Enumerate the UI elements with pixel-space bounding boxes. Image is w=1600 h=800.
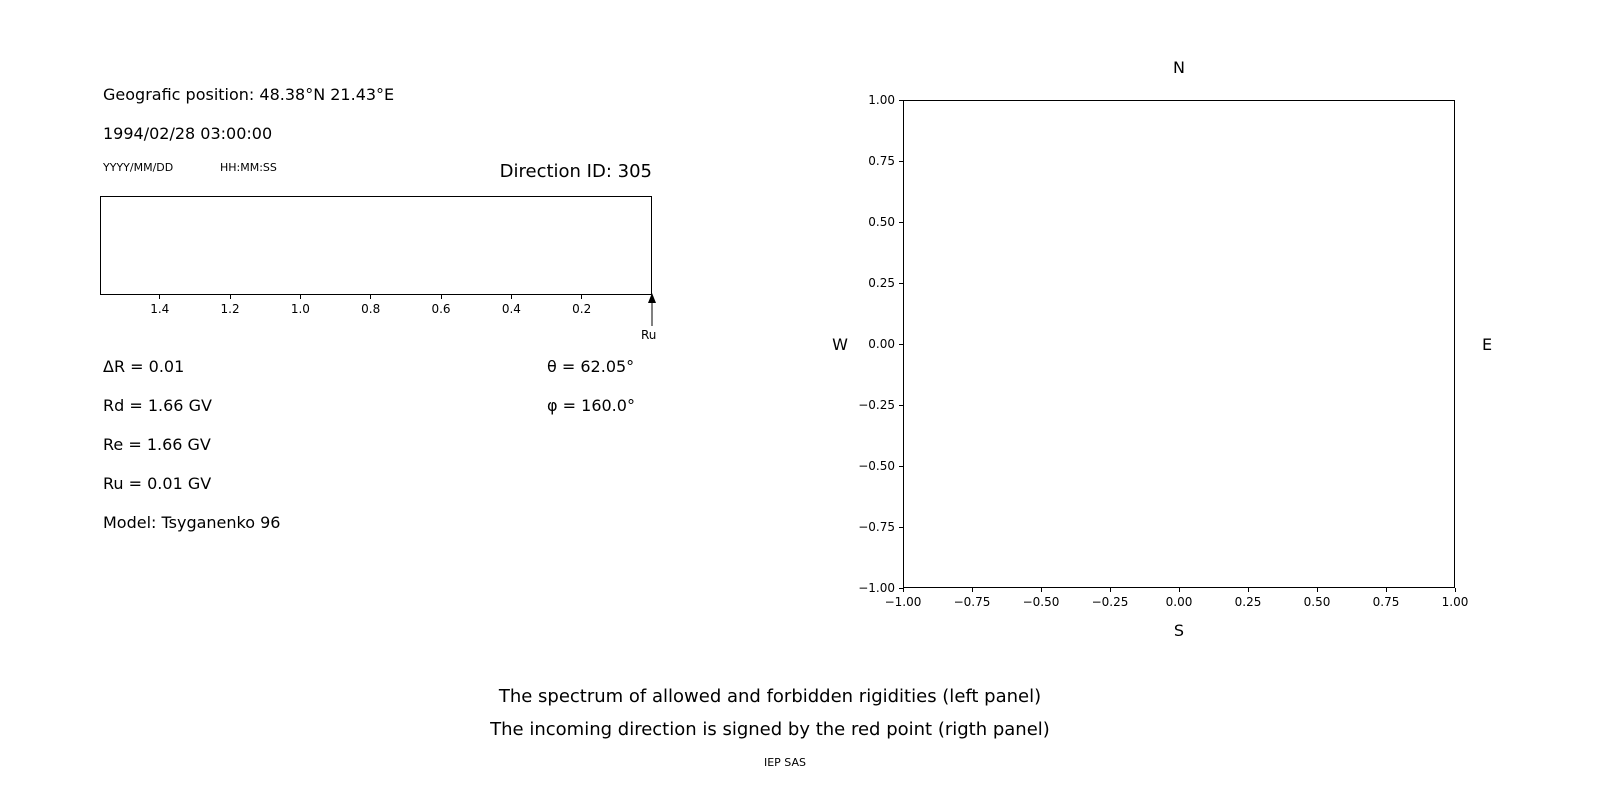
scatter-y-tick-label: −1.00 bbox=[858, 581, 895, 595]
compass-label-n: N bbox=[1173, 58, 1185, 77]
scatter-y-tick-label: −0.25 bbox=[858, 398, 895, 412]
scatter-y-tick bbox=[899, 404, 903, 406]
scatter-x-tick bbox=[902, 588, 904, 592]
scatter-x-tick-label: −0.50 bbox=[1022, 595, 1060, 609]
compass-label-s: S bbox=[1173, 621, 1185, 640]
spectrum-x-tick-label: 1.0 bbox=[290, 302, 310, 316]
scatter-y-tick bbox=[899, 221, 903, 223]
scatter-x-tick bbox=[1454, 588, 1456, 592]
scatter-y-tick bbox=[899, 526, 903, 528]
param-rd: Rd = 1.66 GV bbox=[103, 396, 212, 415]
spectrum-x-tick bbox=[370, 295, 372, 299]
spectrum-x-tick-label: 1.4 bbox=[150, 302, 170, 316]
param-model: Model: Tsyganenko 96 bbox=[103, 513, 281, 532]
spectrum-x-tick-label: 0.2 bbox=[572, 302, 592, 316]
spectrum-x-tick bbox=[299, 295, 301, 299]
datetime-text: 1994/02/28 03:00:00 bbox=[103, 124, 273, 143]
scatter-x-tick bbox=[1316, 588, 1318, 592]
scatter-x-tick-label: −0.25 bbox=[1091, 595, 1129, 609]
scatter-x-tick-label: −1.00 bbox=[884, 595, 922, 609]
scatter-x-tick-label: 0.75 bbox=[1372, 595, 1400, 609]
scatter-x-tick-label: −0.75 bbox=[953, 595, 991, 609]
geo-position-text: Geografic position: 48.38°N 21.43°E bbox=[103, 85, 395, 104]
scatter-x-tick bbox=[1247, 588, 1249, 592]
scatter-y-tick-label: 0.50 bbox=[868, 215, 895, 229]
ru-arrow-label: Ru bbox=[641, 328, 657, 342]
spectrum-plot-box bbox=[100, 196, 652, 295]
spectrum-x-tick-label: 0.8 bbox=[361, 302, 381, 316]
param-theta: θ = 62.05° bbox=[547, 357, 635, 376]
spectrum-x-tick bbox=[159, 295, 161, 299]
scatter-y-tick bbox=[899, 282, 903, 284]
ru-arrow-icon bbox=[648, 293, 656, 326]
spectrum-x-axis-ticks: 1.4 1.2 1.0 0.8 0.6 0.4 0.2 bbox=[100, 295, 652, 323]
direction-id-text: Direction ID: 305 bbox=[499, 161, 652, 182]
scatter-y-tick-label: −0.50 bbox=[858, 459, 895, 473]
spectrum-x-tick-label: 0.6 bbox=[431, 302, 451, 316]
scatter-x-tick bbox=[1385, 588, 1387, 592]
compass-label-e: E bbox=[1481, 335, 1493, 354]
scatter-y-tick bbox=[899, 160, 903, 162]
scatter-x-tick-label: 0.00 bbox=[1165, 595, 1193, 609]
scatter-y-tick-label: −0.75 bbox=[858, 520, 895, 534]
spectrum-x-tick bbox=[440, 295, 442, 299]
scatter-y-tick-label: 1.00 bbox=[868, 93, 895, 107]
param-delta-r: ΔR = 0.01 bbox=[103, 357, 185, 376]
scatter-y-tick bbox=[899, 99, 903, 101]
scatter-y-tick bbox=[899, 465, 903, 467]
spectrum-x-tick bbox=[581, 295, 583, 299]
scatter-x-tick-label: 1.00 bbox=[1441, 595, 1469, 609]
spectrum-x-tick-label: 1.2 bbox=[220, 302, 240, 316]
scatter-y-tick-label: 0.25 bbox=[868, 276, 895, 290]
scatter-y-tick bbox=[899, 343, 903, 345]
scatter-x-tick bbox=[971, 588, 973, 592]
scatter-plot-box bbox=[903, 100, 1455, 588]
scatter-y-tick-label: 0.75 bbox=[868, 154, 895, 168]
spectrum-x-tick-label: 0.4 bbox=[501, 302, 521, 316]
scatter-x-tick-label: 0.25 bbox=[1234, 595, 1262, 609]
scatter-x-tick-label: 0.50 bbox=[1303, 595, 1331, 609]
scatter-x-tick bbox=[1178, 588, 1180, 592]
scatter-y-tick-label: 0.00 bbox=[868, 337, 895, 351]
spectrum-x-tick bbox=[510, 295, 512, 299]
caption-line-2: The incoming direction is signed by the … bbox=[490, 719, 1050, 740]
caption-line-1: The spectrum of allowed and forbidden ri… bbox=[498, 686, 1042, 707]
spectrum-x-tick bbox=[229, 295, 231, 299]
scatter-x-axis-ticks: −1.00 −0.75 −0.50 −0.25 0.00 0.25 0.50 0.75 1.00 bbox=[885, 588, 1468, 614]
scatter-x-tick bbox=[1040, 588, 1042, 592]
compass-label-w: W bbox=[832, 335, 848, 354]
credit-text: IEP SAS bbox=[763, 756, 807, 769]
date-format-label: YYYY/MM/DD bbox=[103, 161, 174, 174]
scatter-y-axis-ticks: 1.00 0.75 0.50 0.25 0.00 −0.25 −0.50 −0.75 −1.00 bbox=[851, 93, 903, 595]
param-ru: Ru = 0.01 GV bbox=[103, 474, 212, 493]
scatter-x-tick bbox=[1109, 588, 1111, 592]
param-phi: φ = 160.0° bbox=[547, 396, 635, 415]
scatter-y-tick bbox=[899, 587, 903, 589]
time-format-label: HH:MM:SS bbox=[220, 161, 277, 174]
param-re: Re = 1.66 GV bbox=[103, 435, 211, 454]
